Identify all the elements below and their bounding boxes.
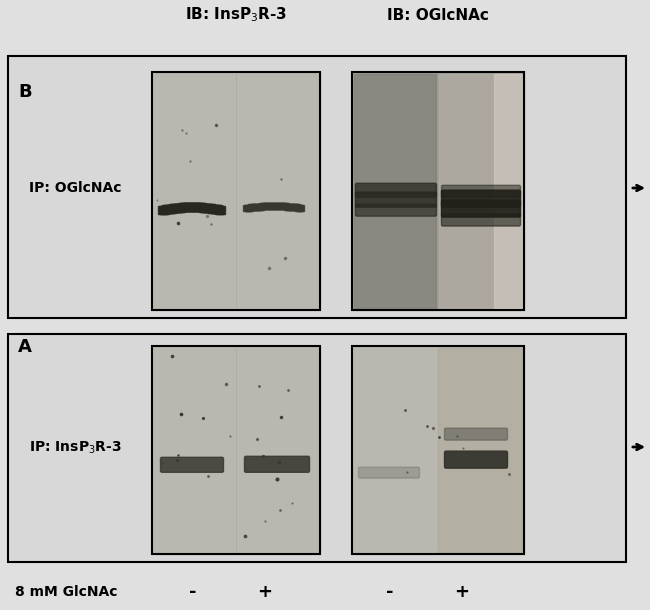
Bar xyxy=(8,56,626,318)
Text: +: + xyxy=(257,583,272,601)
Text: 8 mM GlcNAc: 8 mM GlcNAc xyxy=(15,585,118,599)
Bar xyxy=(152,72,320,310)
Bar xyxy=(494,74,522,308)
Bar xyxy=(352,72,524,310)
Text: A: A xyxy=(18,338,32,356)
Text: +: + xyxy=(454,583,469,601)
Bar xyxy=(152,72,320,310)
Bar xyxy=(352,346,524,554)
FancyBboxPatch shape xyxy=(441,200,521,217)
FancyBboxPatch shape xyxy=(445,428,508,440)
Bar xyxy=(352,72,524,310)
Bar xyxy=(8,334,626,562)
Text: IB: InsP$_3$R-3: IB: InsP$_3$R-3 xyxy=(185,5,287,24)
Bar xyxy=(152,346,320,554)
Text: IB: OGlcNAc: IB: OGlcNAc xyxy=(387,7,489,23)
FancyBboxPatch shape xyxy=(441,214,521,226)
FancyBboxPatch shape xyxy=(161,458,224,472)
FancyBboxPatch shape xyxy=(356,204,437,216)
Bar xyxy=(354,74,436,308)
Text: IP: OGlcNAc: IP: OGlcNAc xyxy=(29,181,122,195)
FancyBboxPatch shape xyxy=(356,192,437,207)
Text: IP: InsP$_3$R-3: IP: InsP$_3$R-3 xyxy=(29,440,122,456)
FancyBboxPatch shape xyxy=(359,467,419,478)
Text: -: - xyxy=(189,583,197,601)
Text: -: - xyxy=(386,583,394,601)
FancyBboxPatch shape xyxy=(445,451,508,468)
FancyBboxPatch shape xyxy=(441,190,521,207)
Bar xyxy=(8,334,626,562)
Bar xyxy=(438,348,522,552)
FancyBboxPatch shape xyxy=(356,183,437,197)
Text: B: B xyxy=(18,83,32,101)
Bar xyxy=(152,346,320,554)
Bar xyxy=(352,346,524,554)
Bar xyxy=(439,74,522,308)
FancyBboxPatch shape xyxy=(441,185,521,197)
FancyBboxPatch shape xyxy=(244,456,309,472)
Bar xyxy=(8,56,626,318)
